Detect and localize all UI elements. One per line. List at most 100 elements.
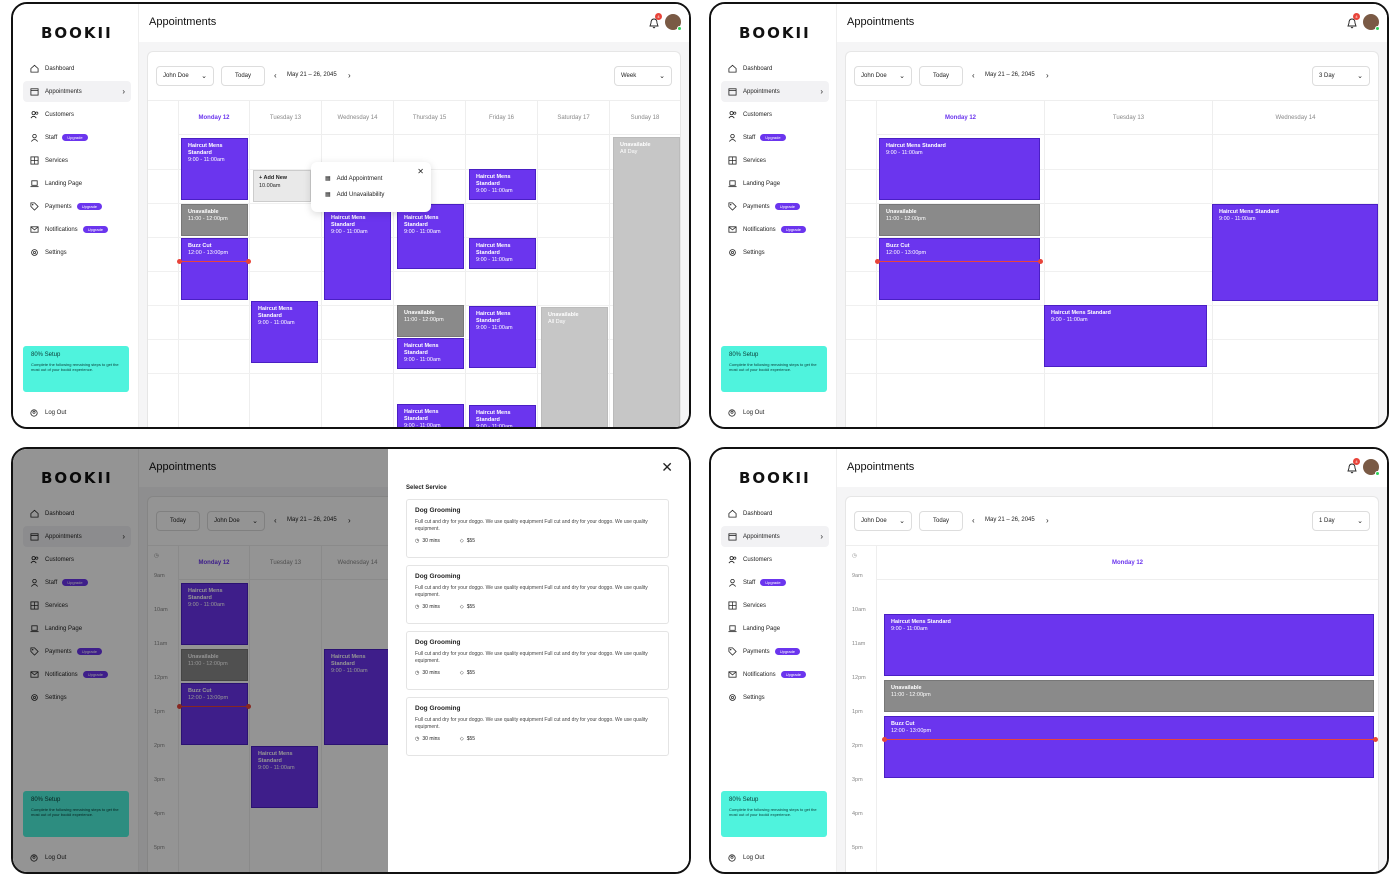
next-week-icon[interactable]: › xyxy=(348,71,351,80)
staff-select[interactable]: John Doe ⌄ xyxy=(207,511,265,531)
setup-progress-card[interactable]: 80% Setup Complete the following remaini… xyxy=(23,346,129,392)
appointment-card[interactable]: Buzz Cut 12:00 - 13:00pm xyxy=(181,238,248,300)
sidebar-item-dashboard[interactable]: Dashboard xyxy=(721,58,829,79)
unavailable-block[interactable]: Unavailable 11:00 - 12:00pm xyxy=(879,204,1040,236)
upgrade-badge[interactable]: Upgrade xyxy=(76,203,103,210)
sidebar-item-customers[interactable]: Customers xyxy=(721,549,829,570)
sidebar-item-appointments[interactable]: Appointments › xyxy=(23,526,131,547)
next-week-icon[interactable]: › xyxy=(1046,71,1049,80)
sidebar-item-notifications[interactable]: Notifications Upgrade xyxy=(23,664,131,685)
user-avatar[interactable] xyxy=(1363,14,1380,31)
sidebar-item-services[interactable]: Services xyxy=(23,595,131,616)
prev-week-icon[interactable]: ‹ xyxy=(972,516,975,525)
service-card[interactable]: Dog Grooming Full cut and dry for your do… xyxy=(406,499,669,558)
service-card[interactable]: Dog Grooming Full cut and dry for your do… xyxy=(406,631,669,690)
sidebar-item-dashboard[interactable]: Dashboard xyxy=(23,503,131,524)
logout-button[interactable]: Log Out xyxy=(727,853,764,863)
appointment-card[interactable]: Haircut Mens Standard 9:00 - 11:00am xyxy=(469,238,536,269)
upgrade-badge[interactable]: Upgrade xyxy=(62,579,88,586)
upgrade-badge[interactable]: Upgrade xyxy=(82,226,109,233)
next-week-icon[interactable]: › xyxy=(348,516,351,525)
day-header-wednesday[interactable]: Wednesday 14 xyxy=(1212,101,1378,135)
next-week-icon[interactable]: › xyxy=(1046,516,1049,525)
day-header-monday[interactable]: Monday 12 xyxy=(876,101,1044,135)
sidebar-item-landing-page[interactable]: Landing Page xyxy=(721,173,829,194)
sidebar-item-settings[interactable]: Settings xyxy=(721,687,829,708)
day-header-tuesday[interactable]: Tuesday 13 xyxy=(1044,101,1212,135)
unavailable-all-day-block[interactable]: Unavailable All Day xyxy=(613,137,680,427)
upgrade-badge[interactable]: Upgrade xyxy=(82,671,109,678)
sidebar-item-staff[interactable]: Staff Upgrade xyxy=(23,572,131,593)
appointment-card[interactable]: Haircut Mens Standard 9:00 - 11:00am xyxy=(397,404,464,427)
sidebar-item-landing-page[interactable]: Landing Page xyxy=(23,618,131,639)
staff-select[interactable]: John Doe ⌄ xyxy=(854,511,912,531)
appointment-card[interactable]: Haircut Mens Standard 9:00 - 11:00am xyxy=(884,614,1374,676)
sidebar-item-payments[interactable]: Payments Upgrade xyxy=(721,641,829,662)
sidebar-item-payments[interactable]: Payments Upgrade xyxy=(23,641,131,662)
upgrade-badge[interactable]: Upgrade xyxy=(774,648,801,655)
service-card[interactable]: Dog Grooming Full cut and dry for your do… xyxy=(406,697,669,756)
appointment-card[interactable]: Haircut Mens Standard 9:00 - 11:00am xyxy=(397,338,464,369)
appointment-card[interactable]: Haircut Mens Standard 9:00 - 11:00am xyxy=(469,306,536,368)
upgrade-badge[interactable]: Upgrade xyxy=(760,134,786,141)
day-header-thursday[interactable]: Thursday 15 xyxy=(393,101,465,135)
notifications-bell-icon[interactable]: 4 xyxy=(649,13,662,34)
bookii-logo[interactable]: BOOKII xyxy=(739,469,811,487)
sidebar-item-staff[interactable]: Staff Upgrade xyxy=(721,127,829,148)
today-button[interactable]: Today xyxy=(919,511,963,531)
sidebar-item-notifications[interactable]: Notifications Upgrade xyxy=(23,219,131,240)
user-avatar[interactable] xyxy=(1363,459,1380,476)
day-header-saturday[interactable]: Saturday 17 xyxy=(537,101,609,135)
setup-progress-card[interactable]: 80% Setup Complete the following remaini… xyxy=(721,346,827,392)
prev-week-icon[interactable]: ‹ xyxy=(972,71,975,80)
view-select[interactable]: Week ⌄ xyxy=(614,66,672,86)
sidebar-item-staff[interactable]: Staff Upgrade xyxy=(23,127,131,148)
close-icon[interactable]: ✕ xyxy=(661,459,673,475)
appointment-card[interactable]: Haircut Mens Standard 9:00 - 11:00am xyxy=(1212,204,1378,301)
sidebar-item-settings[interactable]: Settings xyxy=(23,242,131,263)
upgrade-badge[interactable]: Upgrade xyxy=(62,134,88,141)
sidebar-item-settings[interactable]: Settings xyxy=(721,242,829,263)
day-header-wednesday[interactable]: Wednesday 14 xyxy=(321,101,393,135)
appointment-card[interactable]: Haircut Mens Standard 9:00 - 11:00am xyxy=(1044,305,1207,367)
appointment-card[interactable]: Buzz Cut 12:00 - 13:00pm xyxy=(884,716,1374,778)
upgrade-badge[interactable]: Upgrade xyxy=(780,226,807,233)
sidebar-item-notifications[interactable]: Notifications Upgrade xyxy=(721,219,829,240)
logout-button[interactable]: Log Out xyxy=(29,853,66,863)
upgrade-badge[interactable]: Upgrade xyxy=(76,648,103,655)
sidebar-item-payments[interactable]: Payments Upgrade xyxy=(23,196,131,217)
appointment-card[interactable]: Haircut Mens Standard 9:00 - 11:00am xyxy=(181,138,248,200)
day-header-monday[interactable]: Monday 12 xyxy=(178,101,249,135)
sidebar-item-appointments[interactable]: Appointments › xyxy=(721,81,829,102)
sidebar-item-landing-page[interactable]: Landing Page xyxy=(721,618,829,639)
sidebar-item-services[interactable]: Services xyxy=(23,150,131,171)
modal-backdrop[interactable] xyxy=(13,449,388,872)
notifications-bell-icon[interactable]: 4 xyxy=(1347,458,1360,479)
bookii-logo[interactable]: BOOKII xyxy=(41,469,113,487)
bookii-logo[interactable]: BOOKII xyxy=(739,24,811,42)
sidebar-item-services[interactable]: Services xyxy=(721,150,829,171)
unavailable-block[interactable]: Unavailable 11:00 - 12:00pm xyxy=(397,305,464,337)
view-select[interactable]: 3 Day ⌄ xyxy=(1312,66,1370,86)
setup-progress-card[interactable]: 80% Setup Complete the following remaini… xyxy=(23,791,129,837)
upgrade-badge[interactable]: Upgrade xyxy=(780,671,807,678)
today-button[interactable]: Today xyxy=(156,511,200,531)
day-header-tuesday[interactable]: Tuesday 13 xyxy=(249,101,321,135)
logout-button[interactable]: Log Out xyxy=(727,408,764,418)
notifications-bell-icon[interactable]: 4 xyxy=(1347,13,1360,34)
sidebar-item-customers[interactable]: Customers xyxy=(23,549,131,570)
sidebar-item-payments[interactable]: Payments Upgrade xyxy=(721,196,829,217)
close-icon[interactable]: ✕ xyxy=(417,167,424,176)
appointment-card[interactable]: Haircut Mens Standard 9:00 - 11:00am xyxy=(879,138,1040,200)
service-card[interactable]: Dog Grooming Full cut and dry for your do… xyxy=(406,565,669,624)
unavailable-all-day-block[interactable]: Unavailable All Day xyxy=(541,307,608,427)
add-appointment-option[interactable]: ▦ Add Appointment xyxy=(325,175,382,183)
bookii-logo[interactable]: BOOKII xyxy=(41,24,113,42)
day-header-monday[interactable]: Monday 12 xyxy=(876,546,1378,580)
day-header-sunday[interactable]: Sunday 18 xyxy=(609,101,680,135)
today-button[interactable]: Today xyxy=(919,66,963,86)
appointment-card[interactable]: Haircut Mens Standard 9:00 - 11:00am xyxy=(251,746,318,808)
prev-week-icon[interactable]: ‹ xyxy=(274,516,277,525)
appointment-card[interactable]: Haircut Mens Standard 9:00 - 11:00am xyxy=(324,649,391,745)
unavailable-block[interactable]: Unavailable 11:00 - 12:00pm xyxy=(884,680,1374,712)
